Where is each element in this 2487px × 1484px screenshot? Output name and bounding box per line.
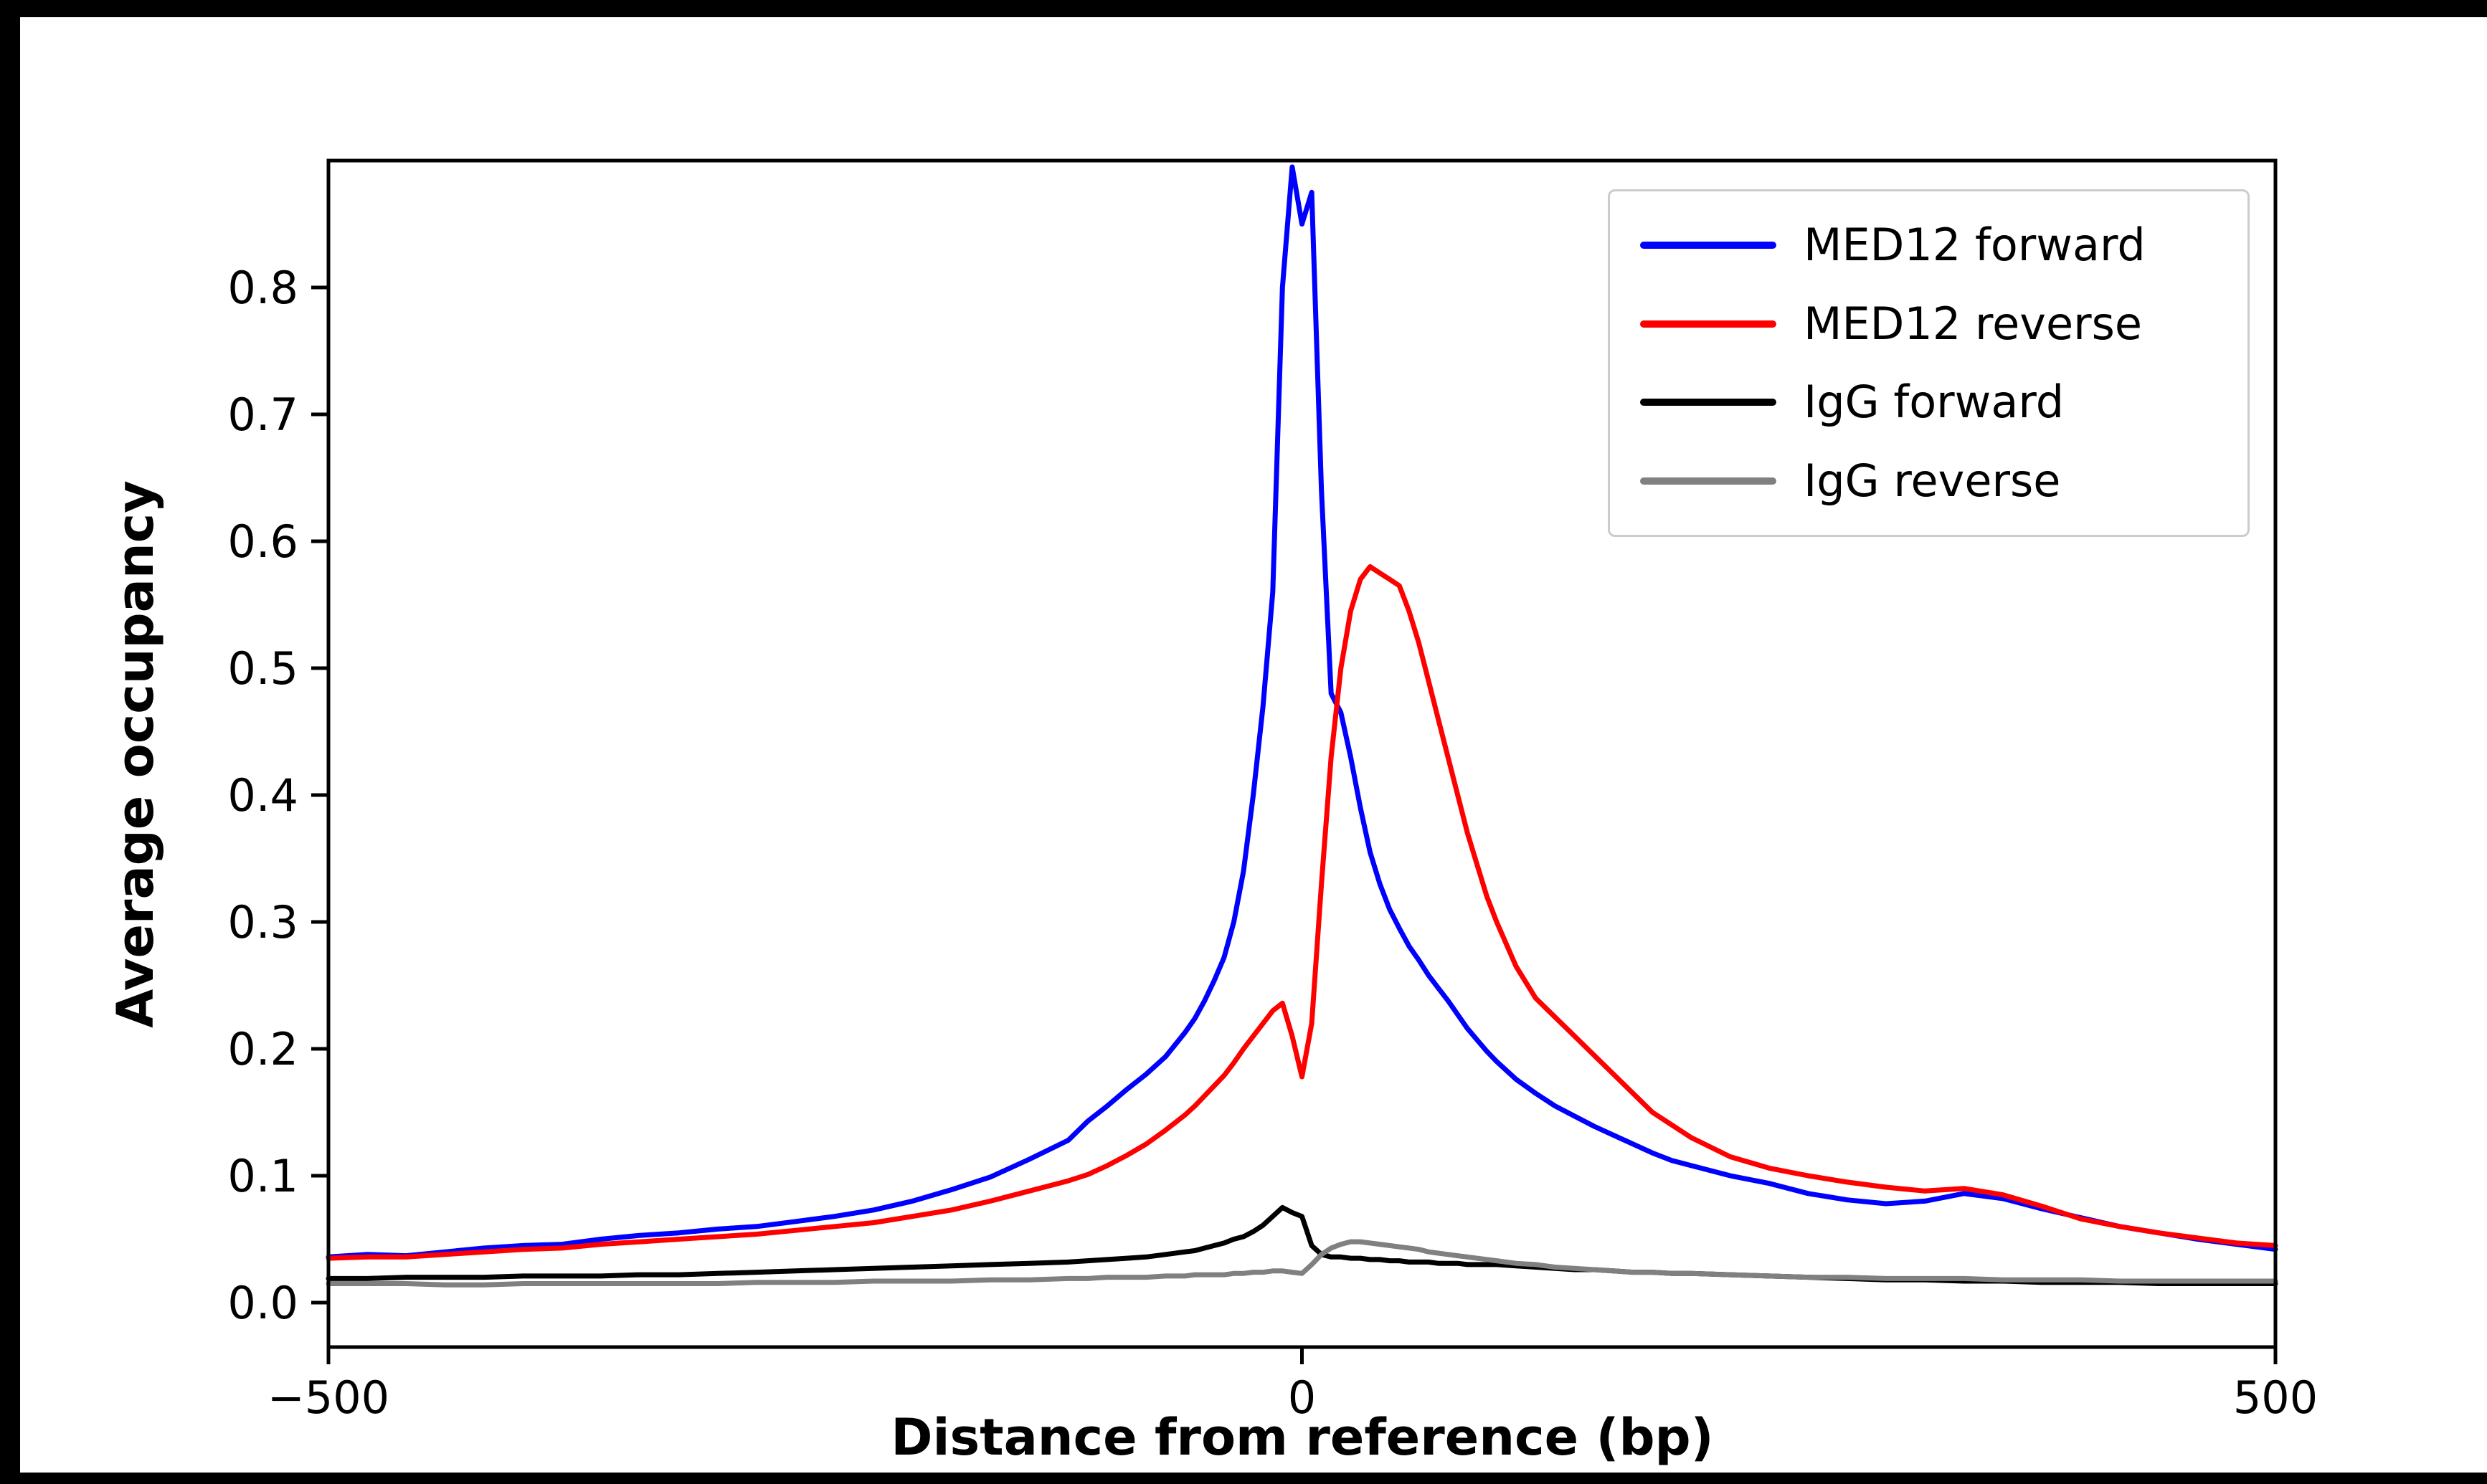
series-line-med12-forward [326,164,2278,1260]
legend-line-swatch-med12-forward [1640,241,1776,249]
y-tick-label: 0.3 [227,896,298,948]
legend-item: MED12 reverse [1640,297,2217,350]
x-axis-label: Distance from reference (bp) [891,1408,1713,1467]
y-tick-label: 0.4 [227,769,298,822]
occupancy-plot: −500 0 500 0.0 0.1 0.2 0.3 0.4 0.5 0.6 0.7 0.8 Dist… [106,158,2318,1467]
legend-label: IgG reverse [1804,455,2061,508]
y-tick-label: 0.2 [227,1023,298,1075]
legend-line-swatch-igg-forward [1640,399,1776,406]
legend-line-swatch-med12-reverse [1640,320,1776,328]
plot-layer: −500 0 500 0.0 0.1 0.2 0.3 0.4 0.5 0.6 0.7 0.8 [227,158,2318,1424]
y-tick-label: 0.1 [227,1150,298,1202]
y-tick-label: 0.6 [227,515,298,568]
x-tick-label: 500 [2233,1371,2318,1424]
x-tick-label: 0 [1288,1371,1316,1424]
legend-label: IgG forward [1804,376,2065,429]
series-line-igg-reverse [326,1239,2278,1288]
legend: MED12 forward MED12 reverse IgG forward … [1608,189,2250,537]
legend-item: IgG forward [1640,380,2217,424]
legend-label: MED12 reverse [1804,297,2143,350]
y-axis-label: Average occupancy [106,480,165,1028]
legend-line-swatch-igg-reverse [1640,477,1776,485]
y-tick-label: 0.7 [227,389,298,441]
figure-canvas: −500 0 500 0.0 0.1 0.2 0.3 0.4 0.5 0.6 0.7 0.8 Dist… [20,17,2487,1473]
x-tick-label: −500 [267,1371,389,1424]
legend-item: IgG reverse [1640,459,2217,503]
y-tick-label: 0.5 [227,642,298,695]
y-tick-label: 0.8 [227,262,298,314]
legend-label: MED12 forward [1804,218,2146,271]
y-tick-label: 0.0 [227,1277,298,1329]
legend-item: MED12 forward [1640,218,2217,271]
series-line-med12-reverse [326,563,2278,1261]
